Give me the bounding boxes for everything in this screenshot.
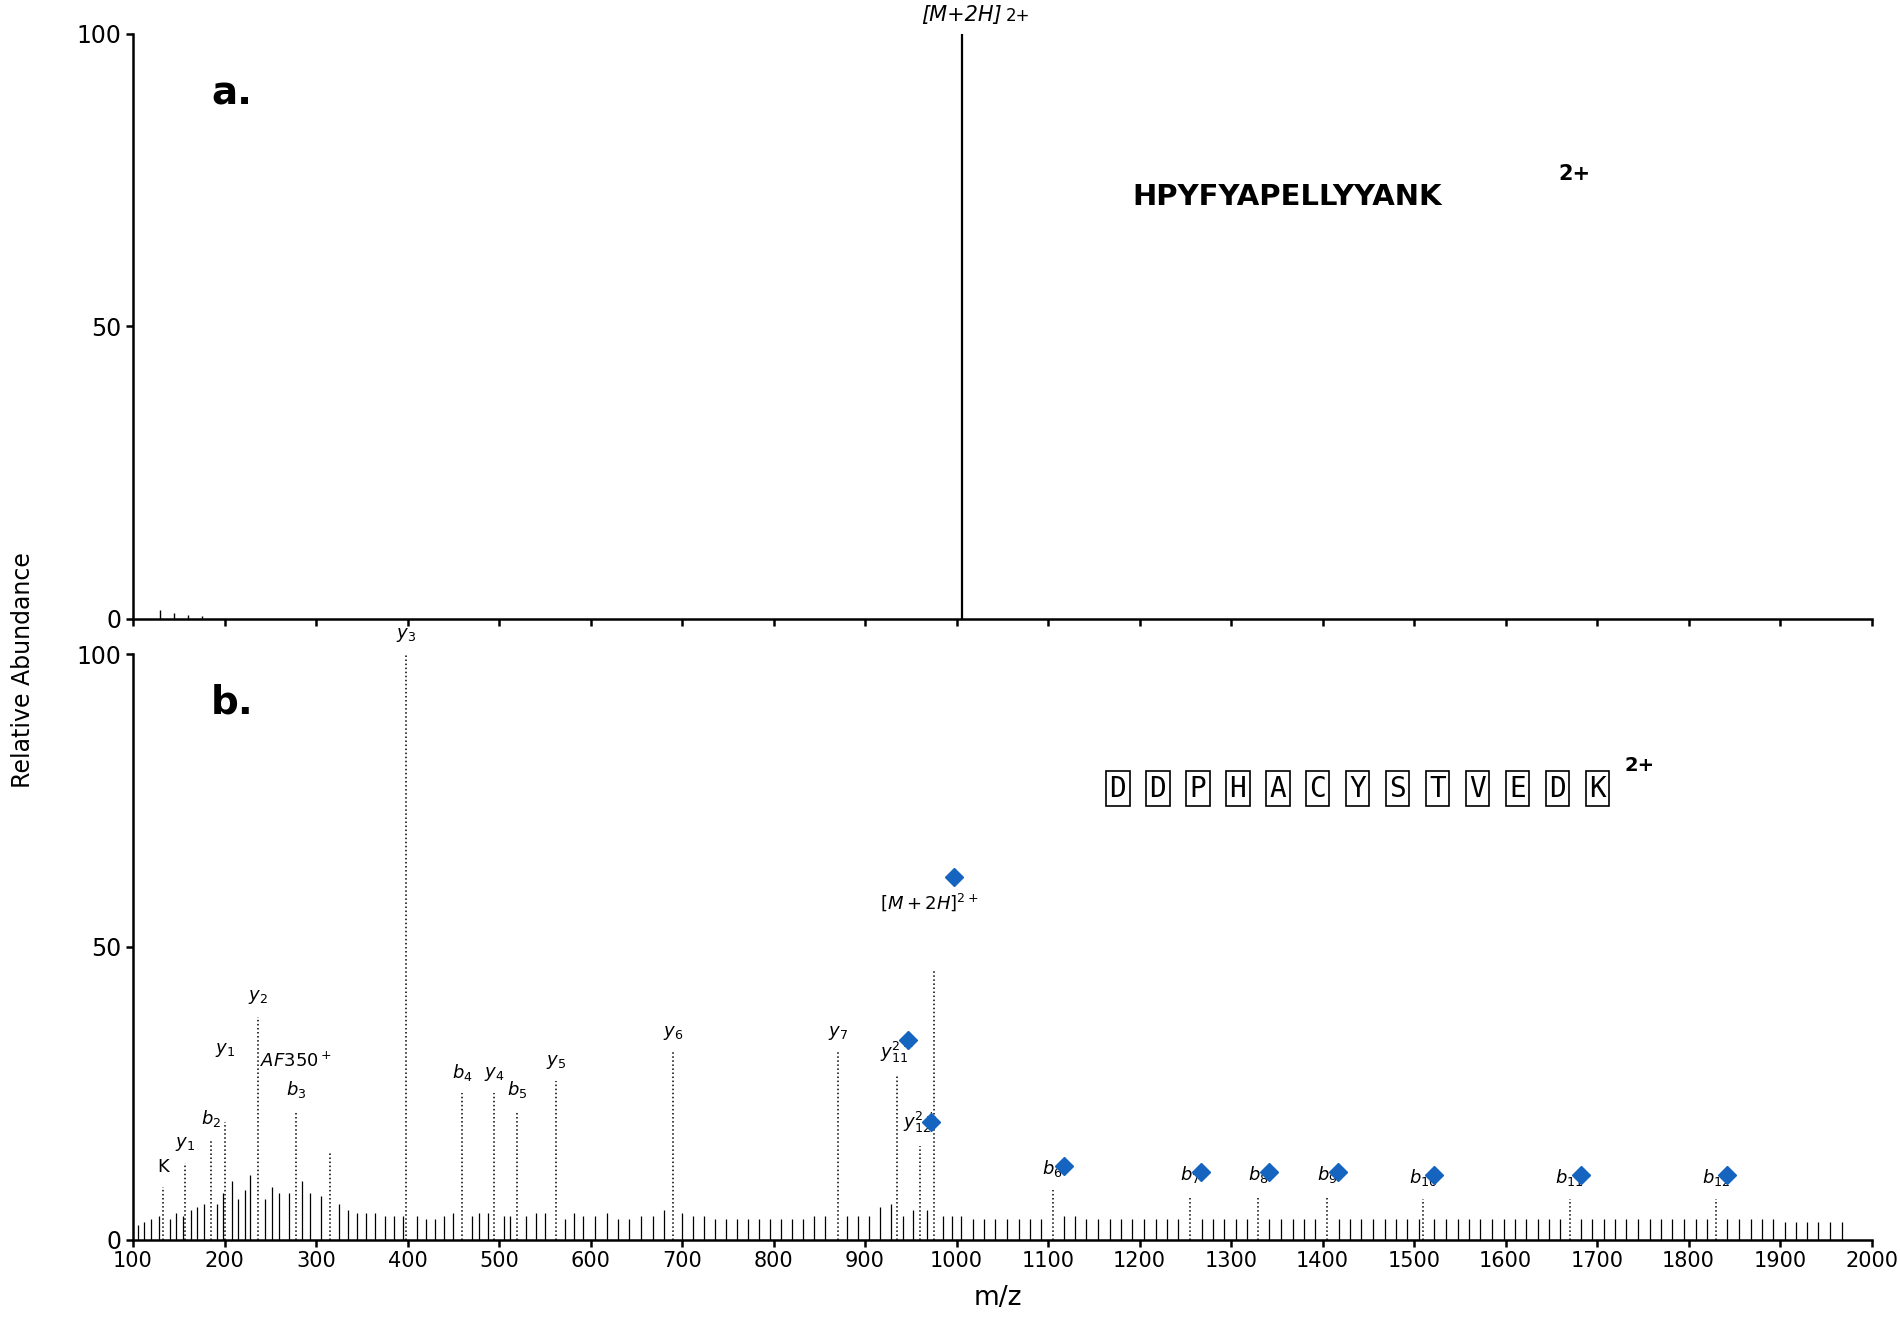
Text: D: D bbox=[1150, 775, 1167, 803]
Text: A: A bbox=[1269, 775, 1286, 803]
Text: $y_3$: $y_3$ bbox=[395, 626, 416, 643]
Text: H: H bbox=[1229, 775, 1246, 803]
Text: [M+2H]: [M+2H] bbox=[922, 5, 1003, 24]
Text: $b_3$: $b_3$ bbox=[285, 1079, 306, 1100]
Text: K: K bbox=[158, 1158, 169, 1177]
Text: $b_{8}$: $b_{8}$ bbox=[1248, 1164, 1269, 1185]
Text: $y_6$: $y_6$ bbox=[663, 1024, 682, 1041]
Text: $y_{11}^{2+}$: $y_{11}^{2+}$ bbox=[880, 1040, 914, 1065]
Text: Y: Y bbox=[1349, 775, 1366, 803]
Text: $b_{11}$: $b_{11}$ bbox=[1556, 1167, 1585, 1189]
Text: $y_1$: $y_1$ bbox=[215, 1041, 234, 1059]
Text: 2+: 2+ bbox=[1558, 163, 1590, 184]
Text: C: C bbox=[1309, 775, 1326, 803]
Text: $y_1$: $y_1$ bbox=[175, 1135, 196, 1152]
Text: $[M+2H]^{2+}$: $[M+2H]^{2+}$ bbox=[880, 891, 978, 913]
Text: $y_{12}^{2+}$: $y_{12}^{2+}$ bbox=[902, 1111, 937, 1135]
Text: $b_5$: $b_5$ bbox=[507, 1079, 528, 1100]
Text: $AF350^+$: $AF350^+$ bbox=[260, 1052, 332, 1071]
Text: 2+: 2+ bbox=[1005, 7, 1030, 24]
Text: a.: a. bbox=[211, 75, 253, 113]
Text: T: T bbox=[1429, 775, 1446, 803]
Text: 2+: 2+ bbox=[1624, 756, 1655, 775]
Text: S: S bbox=[1389, 775, 1406, 803]
Text: $y_5$: $y_5$ bbox=[545, 1053, 566, 1071]
Text: $y_4$: $y_4$ bbox=[484, 1064, 505, 1083]
Text: $y_2$: $y_2$ bbox=[249, 989, 268, 1006]
Text: b.: b. bbox=[211, 683, 255, 721]
Text: V: V bbox=[1469, 775, 1486, 803]
Text: $b_{9}$: $b_{9}$ bbox=[1317, 1164, 1338, 1185]
Text: D: D bbox=[1110, 775, 1127, 803]
Text: K: K bbox=[1588, 775, 1605, 803]
Text: $y_7$: $y_7$ bbox=[828, 1024, 847, 1041]
Text: Relative Abundance: Relative Abundance bbox=[11, 552, 34, 788]
Text: $b_2$: $b_2$ bbox=[201, 1108, 220, 1130]
Text: HPYFYAPELLYYANK: HPYFYAPELLYYANK bbox=[1132, 184, 1442, 212]
Text: $b_4$: $b_4$ bbox=[452, 1061, 473, 1083]
Text: E: E bbox=[1509, 775, 1526, 803]
Text: P: P bbox=[1189, 775, 1206, 803]
Text: $b_{7}$: $b_{7}$ bbox=[1180, 1164, 1201, 1185]
Text: m/z: m/z bbox=[973, 1285, 1022, 1311]
Text: $b_{6}$: $b_{6}$ bbox=[1043, 1158, 1062, 1179]
Text: D: D bbox=[1548, 775, 1566, 803]
Text: $b_{10}$: $b_{10}$ bbox=[1408, 1167, 1438, 1189]
Text: $b_{12}$: $b_{12}$ bbox=[1702, 1167, 1731, 1189]
